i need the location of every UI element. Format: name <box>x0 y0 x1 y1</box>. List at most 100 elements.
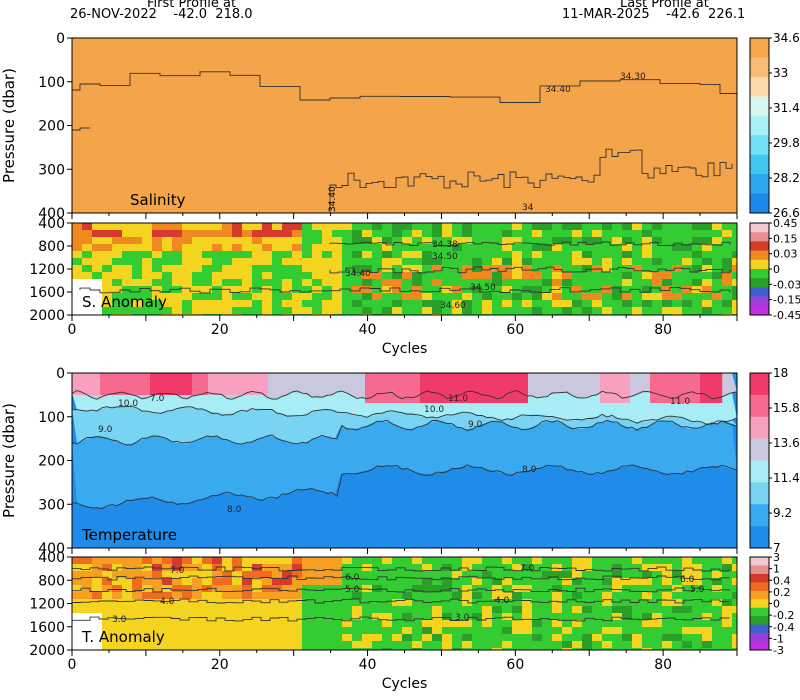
anomaly-cell <box>82 300 93 308</box>
anomaly-cell <box>312 564 323 572</box>
anomaly-cell <box>532 258 543 266</box>
anomaly-cell <box>512 599 523 607</box>
anomaly-cell <box>502 230 513 238</box>
anomaly-cell <box>472 223 483 231</box>
anomaly-cell <box>542 258 553 266</box>
anomaly-cell <box>462 223 473 231</box>
anomaly-cell <box>612 300 623 308</box>
anomaly-cell <box>72 641 83 649</box>
anomaly-cell <box>122 300 133 308</box>
anomaly-cell <box>312 613 323 621</box>
anomaly-cell <box>352 599 363 607</box>
anomaly-cell <box>522 279 533 287</box>
anomaly-cell <box>482 585 493 593</box>
anomaly-cell <box>472 251 483 259</box>
anomaly-cell <box>502 286 513 294</box>
anomaly-cell <box>482 237 493 245</box>
anomaly-cell <box>522 557 533 565</box>
anomaly-cell <box>382 286 393 294</box>
anomaly-cell <box>132 279 143 287</box>
anomaly-cell <box>422 557 433 565</box>
anomaly-cell <box>662 648 673 650</box>
anomaly-cell <box>72 634 83 642</box>
y-tick-label: 1200 <box>29 597 65 613</box>
anomaly-cell <box>652 620 663 628</box>
anomaly-cell <box>302 585 313 593</box>
anomaly-cell <box>442 592 453 600</box>
anomaly-cell <box>462 620 473 628</box>
anomaly-cell <box>602 223 613 231</box>
anomaly-cell <box>592 648 603 650</box>
anomaly-cell <box>242 599 253 607</box>
anomaly-cell <box>192 620 203 628</box>
colorbar-swatch <box>750 57 769 78</box>
anomaly-cell <box>392 592 403 600</box>
anomaly-cell <box>72 223 83 231</box>
anomaly-cell <box>352 571 363 579</box>
anomaly-cell <box>422 237 433 245</box>
anomaly-cell <box>282 592 293 600</box>
anomaly-cell <box>592 571 603 579</box>
anomaly-cell <box>452 578 463 586</box>
anomaly-cell <box>312 557 323 565</box>
anomaly-cell <box>72 620 83 628</box>
anomaly-cell <box>92 620 103 628</box>
anomaly-cell <box>392 641 403 649</box>
anomaly-cell <box>292 599 303 607</box>
contour-label: 34.60 <box>440 301 466 311</box>
anomaly-cell <box>422 606 433 614</box>
anomaly-cell <box>362 307 373 315</box>
anomaly-cell <box>92 557 103 565</box>
colorbar-label: -0.2 <box>773 609 794 622</box>
anomaly-cell <box>342 265 353 273</box>
anomaly-cell <box>322 578 333 586</box>
anomaly-cell <box>382 230 393 238</box>
anomaly-cell <box>212 564 223 572</box>
anomaly-cell <box>182 599 193 607</box>
anomaly-cell <box>592 244 603 252</box>
anomaly-cell <box>72 571 83 579</box>
anomaly-cell <box>272 599 283 607</box>
anomaly-cell <box>322 265 333 273</box>
anomaly-cell <box>502 641 513 649</box>
anomaly-cell <box>152 627 163 635</box>
anomaly-cell <box>732 606 737 614</box>
anomaly-cell <box>92 237 103 245</box>
anomaly-cell <box>122 627 133 635</box>
anomaly-cell <box>702 244 713 252</box>
anomaly-cell <box>112 258 123 266</box>
anomaly-cell <box>502 279 513 287</box>
anomaly-cell <box>102 293 113 301</box>
contour-line <box>329 148 733 213</box>
contour-label: 8.0 <box>522 465 537 475</box>
anomaly-cell <box>342 258 353 266</box>
anomaly-cell <box>642 307 653 315</box>
contour-line <box>72 598 729 604</box>
anomaly-cell <box>552 592 563 600</box>
anomaly-cell <box>392 230 403 238</box>
anomaly-cell <box>642 606 653 614</box>
anomaly-cell <box>122 613 133 621</box>
anomaly-cell <box>72 613 83 621</box>
anomaly-cell <box>512 592 523 600</box>
anomaly-cell <box>442 599 453 607</box>
anomaly-cell <box>92 230 103 238</box>
anomaly-cell <box>582 613 593 621</box>
anomaly-cell <box>502 300 513 308</box>
anomaly-cell <box>162 251 173 259</box>
anomaly-cell <box>522 634 533 642</box>
anomaly-cell <box>572 641 583 649</box>
anomaly-cell <box>662 272 673 280</box>
anomaly-cell <box>472 648 483 650</box>
anomaly-cell <box>402 627 413 635</box>
anomaly-cell <box>722 272 733 280</box>
anomaly-cell <box>672 571 683 579</box>
anomaly-cell <box>292 265 303 273</box>
anomaly-cell <box>292 300 303 308</box>
anomaly-cell <box>682 307 693 315</box>
anomaly-cell <box>472 265 483 273</box>
anomaly-cell <box>262 251 273 259</box>
anomaly-cell <box>422 272 433 280</box>
anomaly-cell <box>732 613 737 621</box>
colorbar-swatch <box>750 504 769 527</box>
